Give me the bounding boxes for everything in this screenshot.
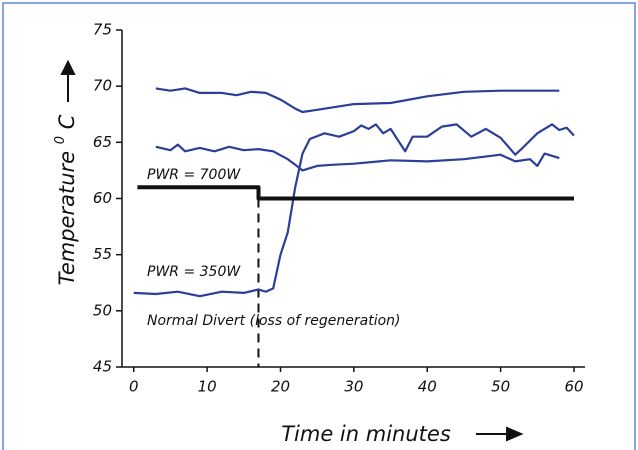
y-label-unit: C: [55, 114, 79, 129]
y-tick-label: 70: [93, 77, 112, 95]
y-tick-label: 50: [93, 301, 112, 319]
y-tick-label: 75: [93, 21, 112, 39]
y-tick-label: 65: [93, 133, 112, 151]
y-tick-label: 55: [93, 245, 112, 263]
y-label-sup: 0: [53, 136, 68, 144]
y-arrow: [60, 59, 76, 102]
annotation: PWR = 350W: [147, 264, 241, 280]
x-tick-label: 50: [491, 378, 510, 396]
y-tick-label: 60: [93, 189, 112, 207]
y-axis-label: Temperature 0 C: [47, 114, 79, 285]
x-tick-label: 30: [344, 378, 363, 396]
x-arrow: [476, 426, 524, 442]
x-tick-label: 0: [129, 378, 139, 396]
x-tick-label: 40: [418, 378, 437, 396]
y-tick-label: 45: [93, 358, 112, 376]
series-line: [155, 87, 560, 114]
annotation: Normal Divert (loss of regeneration): [147, 313, 400, 329]
series-line: [137, 185, 574, 201]
annotation: PWR = 700W: [147, 167, 241, 183]
x-tick-label: 10: [198, 378, 217, 396]
y-label-text: Temperature: [55, 151, 79, 285]
x-tick-label: 20: [271, 378, 290, 396]
series-line: [133, 123, 575, 298]
x-axis-label: Time in minutes: [281, 422, 451, 446]
x-tick-label: 60: [564, 378, 583, 396]
series-line: [155, 143, 560, 172]
